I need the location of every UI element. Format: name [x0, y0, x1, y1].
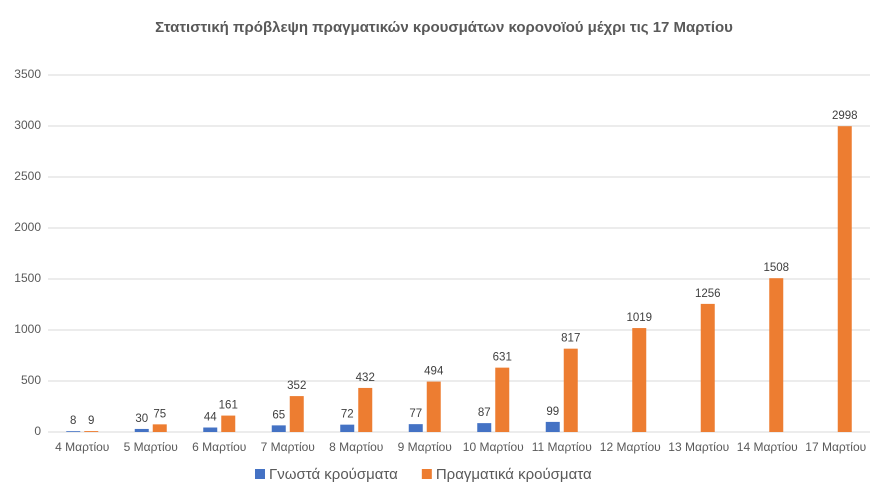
legend-swatch [421, 469, 432, 479]
value-label: 8 [70, 415, 76, 427]
x-tick-label: 9 Μαρτίου [398, 440, 452, 454]
y-tick-label: 2500 [14, 169, 41, 183]
bar [271, 425, 286, 432]
value-label: 65 [272, 409, 285, 421]
bar [477, 423, 492, 432]
bar [289, 396, 304, 432]
value-label: 99 [546, 406, 559, 418]
value-label: 72 [341, 409, 354, 421]
value-label: 1019 [626, 312, 652, 324]
y-tick-label: 1000 [14, 322, 41, 336]
value-label: 631 [493, 352, 512, 364]
bar [340, 424, 355, 432]
y-tick-label: 500 [21, 373, 41, 387]
y-tick-label: 2000 [14, 220, 41, 234]
legend-label: Γνωστά κρούσματα [269, 466, 398, 483]
value-label: 77 [409, 408, 422, 420]
value-label: 817 [561, 333, 580, 345]
x-tick-label: 17 Μαρτίου [805, 440, 866, 454]
value-label: 352 [287, 380, 306, 392]
y-tick-label: 0 [34, 424, 41, 438]
y-tick-label: 3500 [14, 67, 41, 81]
bar [563, 348, 578, 432]
value-label: 75 [153, 408, 166, 420]
bar [203, 427, 218, 432]
value-label: 432 [356, 372, 375, 384]
bar [837, 126, 852, 432]
x-tick-label: 7 Μαρτίου [261, 440, 315, 454]
bar [632, 328, 647, 432]
y-tick-label: 1500 [14, 271, 41, 285]
value-label: 161 [219, 400, 238, 412]
y-tick-label: 3000 [14, 118, 41, 132]
x-tick-label: 6 Μαρτίου [192, 440, 246, 454]
bar [495, 367, 510, 432]
value-label: 87 [478, 407, 491, 419]
bar [134, 428, 149, 432]
value-label: 30 [135, 413, 148, 425]
legend-swatch [255, 469, 265, 479]
legend-label: Πραγματικά κρούσματα [436, 466, 592, 483]
x-tick-label: 5 Μαρτίου [124, 440, 178, 454]
x-tick-label: 10 Μαρτίου [463, 440, 524, 454]
x-tick-label: 11 Μαρτίου [532, 440, 592, 454]
value-label: 1508 [763, 262, 789, 274]
x-tick-label: 4 Μαρτίου [55, 440, 109, 454]
x-tick-label: 14 Μαρτίου [737, 440, 798, 454]
bar [426, 381, 441, 432]
bar [358, 387, 373, 432]
value-label: 494 [424, 366, 444, 378]
bar [545, 421, 560, 432]
bar [84, 431, 99, 432]
bar [769, 278, 784, 432]
bar [221, 415, 236, 432]
x-tick-label: 12 Μαρτίου [600, 440, 661, 454]
bar [152, 424, 167, 432]
bar [700, 303, 715, 432]
value-label: 1256 [695, 288, 721, 300]
bar [408, 424, 423, 432]
x-tick-label: 8 Μαρτίου [329, 440, 383, 454]
bar [66, 431, 81, 432]
value-label: 44 [204, 412, 217, 424]
value-label: 9 [88, 415, 94, 427]
x-tick-label: 13 Μαρτίου [668, 440, 729, 454]
value-label: 2998 [832, 110, 858, 122]
chart-title: Στατιστική πρόβλεψη πραγματικών κρουσμάτ… [155, 19, 733, 36]
